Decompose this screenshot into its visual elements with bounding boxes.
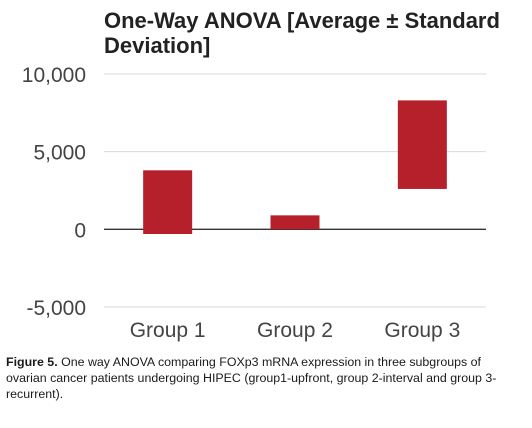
x-tick-label: Group 3 [384,319,460,342]
bar-group-1 [143,170,193,234]
chart-plot: -5,000 0 5,000 10,000 Group 1 Group 2 Group 3 [22,64,486,342]
bars [143,100,447,234]
y-tick-label: -5,000 [26,297,86,320]
bar-group-2 [270,215,320,230]
chart-title: One-Way ANOVA [Average ± Standard Deviat… [104,8,500,58]
figure-caption: Figure 5. One way ANOVA comparing FOXp3 … [6,354,522,402]
bar-group-3 [397,100,447,189]
y-tick-labels: -5,000 0 5,000 10,000 [22,64,86,320]
x-tick-label: Group 1 [130,319,206,342]
y-tick-label: 10,000 [22,64,86,87]
x-tick-labels: Group 1 Group 2 Group 3 [130,319,461,342]
x-tick-label: Group 2 [257,319,333,342]
y-tick-label: 5,000 [33,142,86,165]
caption-text: One way ANOVA comparing FOXp3 mRNA expre… [6,355,497,401]
y-tick-label: 0 [74,219,86,242]
caption-lead: Figure 5. [6,355,58,369]
